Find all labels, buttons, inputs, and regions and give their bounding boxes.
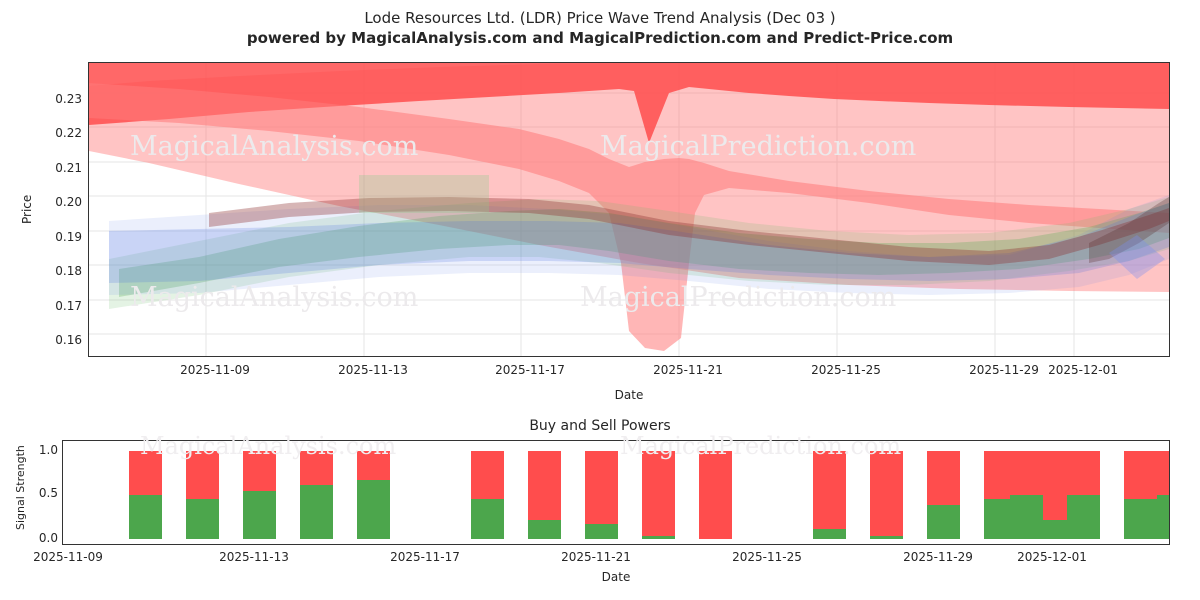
y-tick-0.23: 0.23 (55, 92, 82, 106)
bar-buy-7 (585, 524, 618, 539)
y-tick-signal-0.5: 0.5 (38, 486, 58, 500)
chart-title-block: Lode Resources Ltd. (LDR) Price Wave Tre… (0, 8, 1200, 48)
bar-sell-11 (870, 451, 903, 539)
y-tick-signal-0.0: 0.0 (38, 531, 58, 545)
bar-buy-4 (357, 480, 390, 539)
band-green-outer (109, 197, 1169, 309)
chart-title: Lode Resources Ltd. (LDR) Price Wave Tre… (364, 9, 836, 27)
x-tick-lower-1109: 2025-11-09 (33, 550, 103, 564)
price-wave-svg (89, 63, 1169, 356)
wave-line-red (209, 197, 1169, 265)
x-axis-label-date-upper: Date (614, 388, 644, 402)
y-tick-0.17: 0.17 (55, 299, 82, 313)
buy-sell-svg (129, 451, 1169, 539)
chart-subtitle: powered by MagicalAnalysis.com and Magic… (246, 29, 954, 47)
bar-sell-10 (813, 451, 846, 539)
bar-buy-11 (870, 536, 903, 539)
x-tick-lower-1113: 2025-11-13 (219, 550, 289, 564)
bar-buy-8 (642, 536, 675, 539)
x-tick-1117: 2025-11-17 (495, 363, 565, 377)
buy-sell-plot (62, 440, 1170, 545)
x-tick-1125: 2025-11-25 (811, 363, 881, 377)
x-tick-lower-1129: 2025-11-29 (903, 550, 973, 564)
y-tick-0.16: 0.16 (55, 333, 82, 347)
bar-buy-1 (186, 499, 219, 539)
x-tick-lower-1125: 2025-11-25 (732, 550, 802, 564)
bar-buy-2 (243, 491, 276, 539)
bar-sell-9 (699, 451, 732, 539)
x-tick-lower-1121: 2025-11-21 (561, 550, 631, 564)
x-tick-1201: 2025-12-01 (1048, 363, 1118, 377)
band-blue (109, 203, 1169, 283)
x-tick-1109: 2025-11-09 (180, 363, 250, 377)
band-green (119, 203, 1169, 297)
y-axis-label-signal: Signal Strength (14, 445, 27, 530)
x-tick-1121: 2025-11-21 (653, 363, 723, 377)
x-tick-1113: 2025-11-13 (338, 363, 408, 377)
y-tick-0.21: 0.21 (55, 161, 82, 175)
price-wave-plot (88, 62, 1170, 357)
bar-buy-14 (1041, 520, 1074, 539)
bars-group (129, 451, 1169, 539)
y-tick-0.19: 0.19 (55, 230, 82, 244)
x-tick-lower-1201: 2025-12-01 (1017, 550, 1087, 564)
bar-buy-13 (984, 499, 1017, 539)
y-tick-0.18: 0.18 (55, 264, 82, 278)
y-tick-0.22: 0.22 (55, 126, 82, 140)
x-tick-lower-1117: 2025-11-17 (390, 550, 460, 564)
wave-notch-green (359, 175, 489, 213)
wave-line-dark (1089, 197, 1169, 263)
bar-buy-3 (300, 485, 333, 539)
x-axis-label-date-lower: Date (601, 570, 631, 584)
y-tick-0.20: 0.20 (55, 195, 82, 209)
bar-buy-5 (471, 499, 504, 539)
y-axis-label-price: Price (20, 194, 34, 224)
y-tick-signal-1.0: 1.0 (38, 443, 58, 457)
bar-buy-12 (927, 505, 960, 539)
bar-buy-6 (528, 520, 561, 539)
x-tick-1129: 2025-11-29 (969, 363, 1039, 377)
bar-buy-10 (813, 529, 846, 539)
bar-buy-0 (129, 495, 162, 539)
band-blue-outer (109, 195, 1169, 295)
buy-sell-title: Buy and Sell Powers (529, 418, 671, 434)
bar-buy-15 (1155, 495, 1169, 539)
band-red-top (89, 63, 1169, 143)
bar-sell-8 (642, 451, 675, 539)
wave-marker-blue (1109, 235, 1165, 279)
band-red-spike (89, 83, 1169, 351)
